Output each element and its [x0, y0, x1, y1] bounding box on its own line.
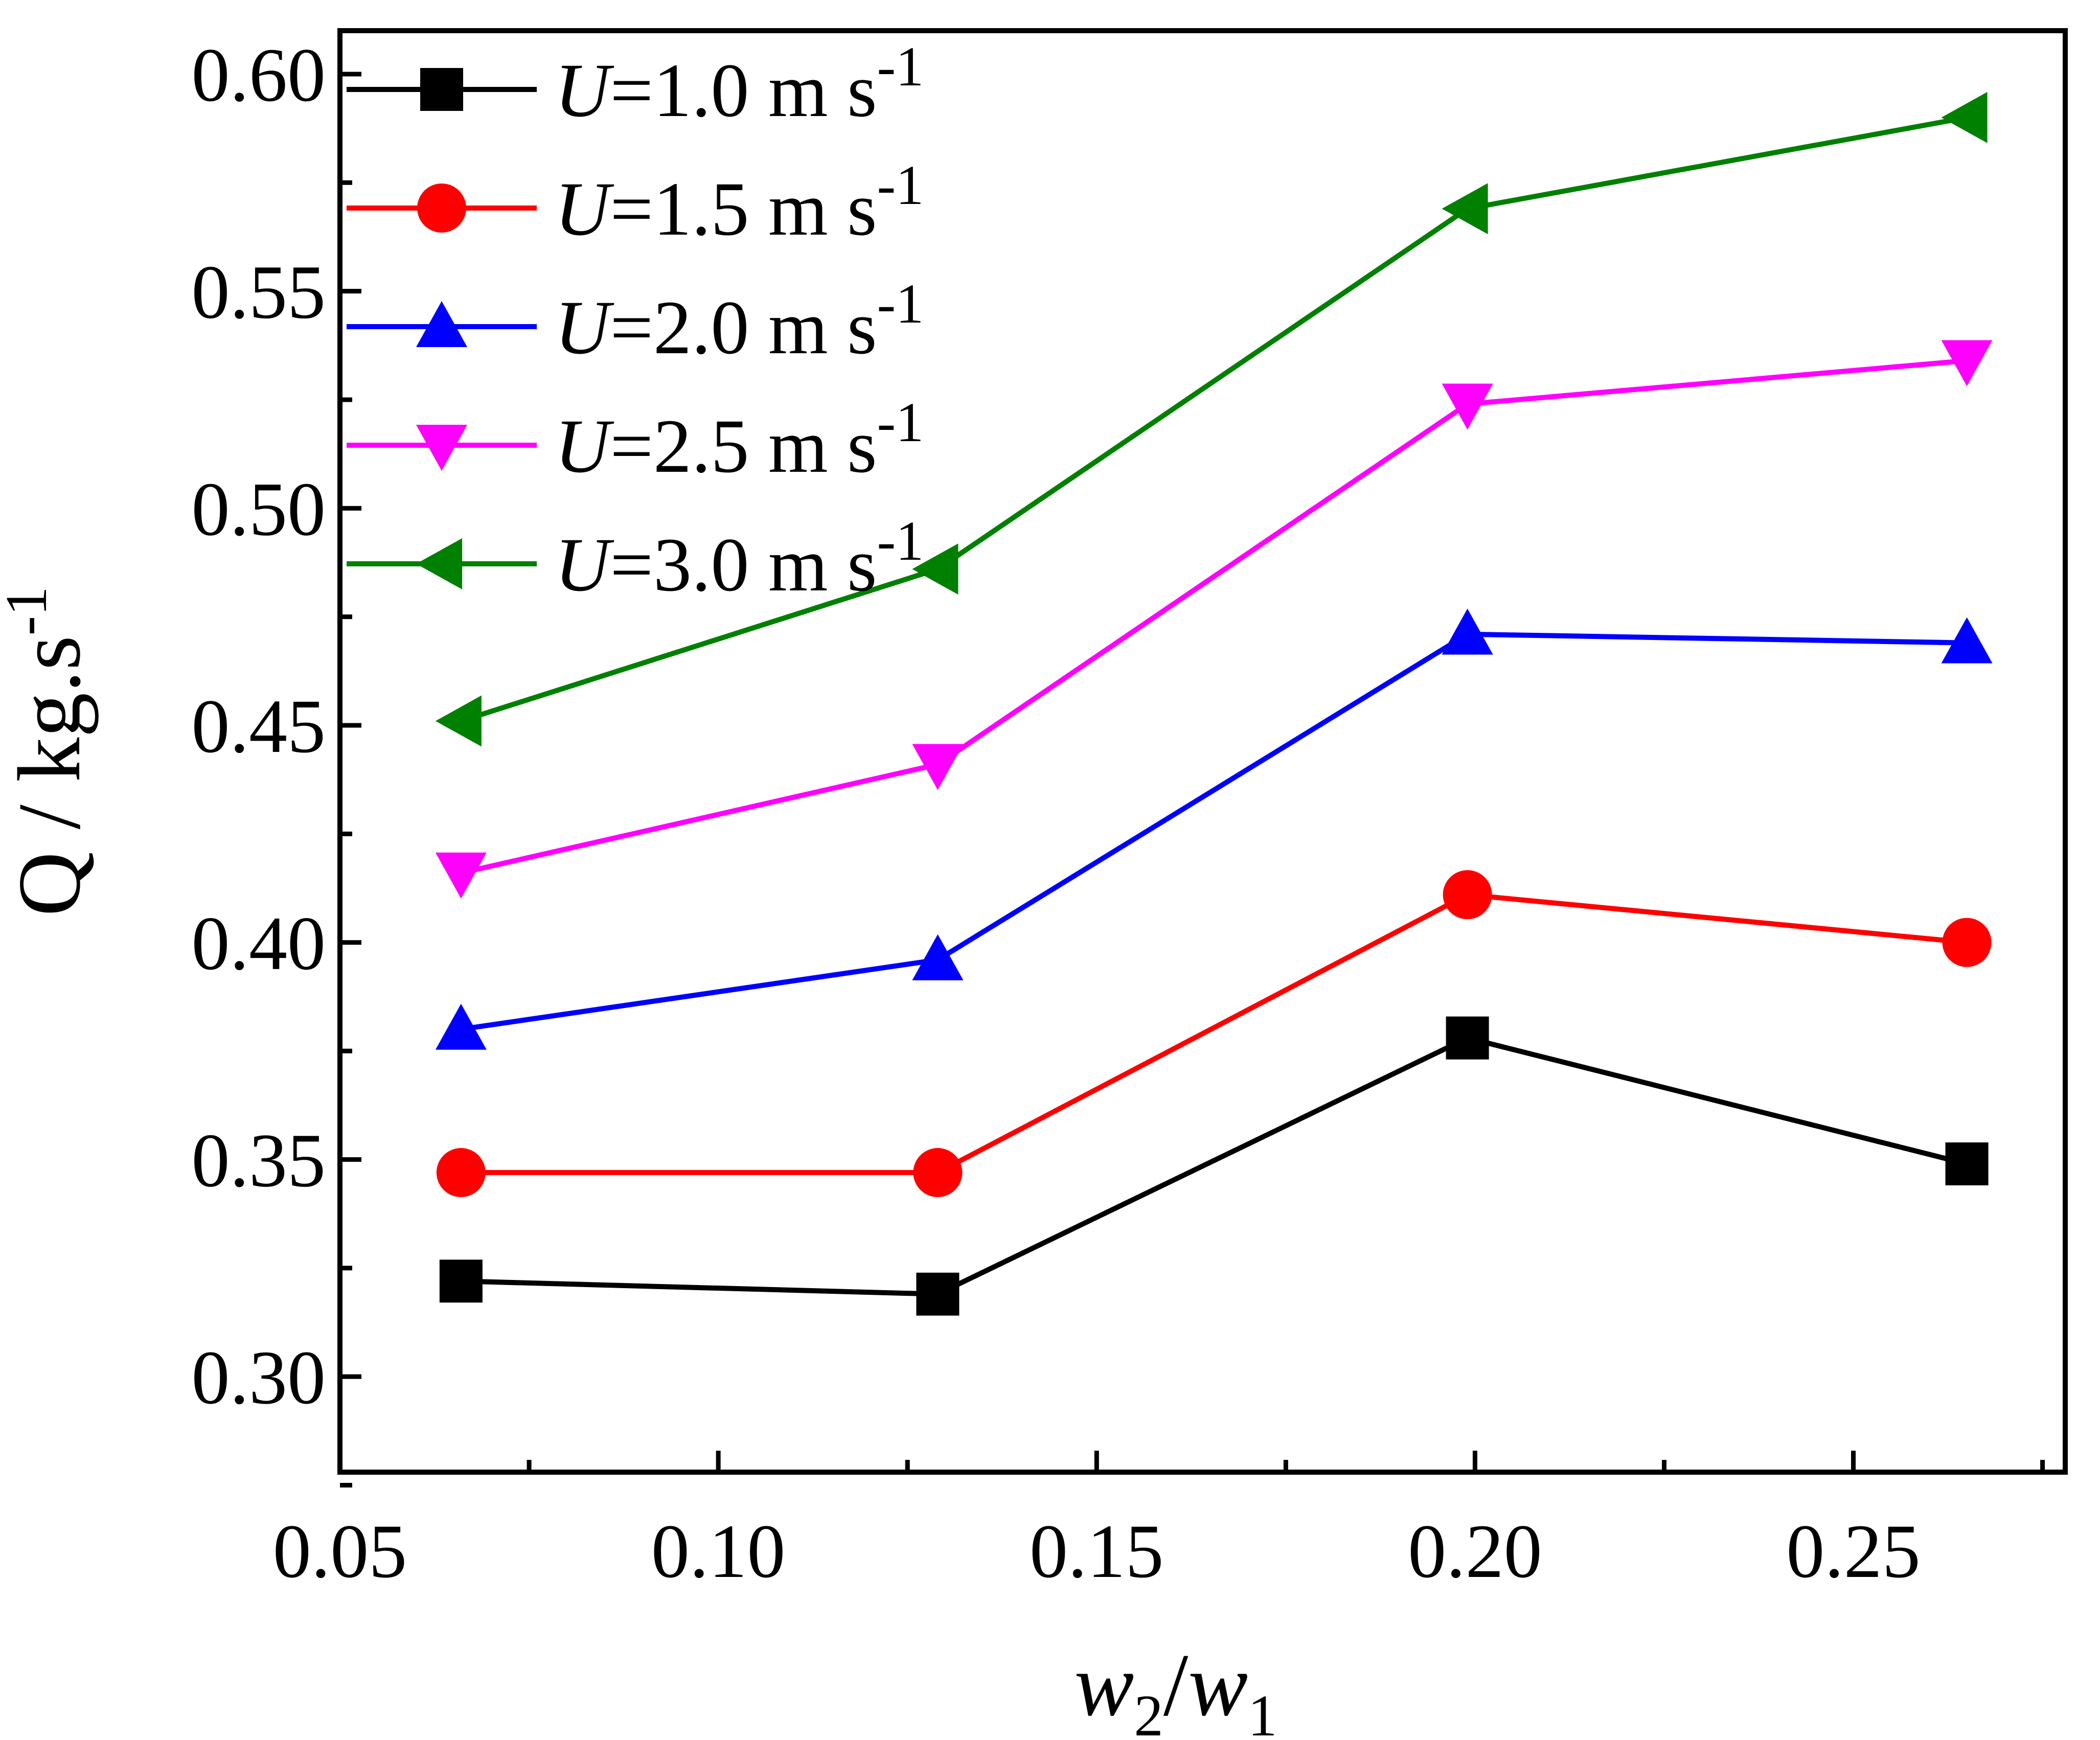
- y-tick-label: 0.40: [192, 901, 326, 986]
- series-1: [439, 1016, 1989, 1316]
- series-line: [461, 631, 1967, 1032]
- x-tick-label: 0.20: [1408, 1509, 1542, 1594]
- x-tick-label: 0.25: [1786, 1509, 1921, 1594]
- data-point: [1941, 91, 1988, 143]
- plot-frame: [337, 28, 2068, 1475]
- y-axis-label: Q / kg.s-1: [0, 586, 99, 916]
- data-point: [1443, 870, 1492, 920]
- data-point: [1442, 383, 1493, 430]
- x-tick-label: 0.15: [1030, 1509, 1164, 1594]
- data-point: [912, 543, 958, 595]
- legend-swatch-marker: [416, 538, 462, 589]
- series-layer: [435, 91, 1993, 1316]
- y-tick-label: 0.30: [192, 1335, 326, 1420]
- y-tick-label: 0.60: [192, 33, 326, 118]
- x-tick-label: 0.05: [273, 1509, 407, 1594]
- data-point: [1941, 617, 1993, 663]
- x-tick-label: 0.10: [651, 1509, 786, 1594]
- data-point: [1941, 340, 1993, 386]
- legend-swatch-marker: [417, 184, 466, 233]
- data-point: [1945, 1142, 1989, 1185]
- data-point: [913, 1148, 963, 1197]
- series-4: [435, 340, 1993, 899]
- series-line: [460, 358, 1968, 876]
- legend-item: U=2.5 m s-1: [347, 391, 924, 489]
- data-point: [435, 852, 487, 899]
- legend: U=1.0 m s-1 U=1.5 m s-1 U=2.0 m s-1 U=2.5 m…: [347, 35, 924, 607]
- legend-label: U=3.0 m s-1: [555, 510, 924, 607]
- y-tick-label: 0.35: [192, 1118, 326, 1203]
- y-tick-label: 0.55: [192, 250, 326, 335]
- y-tick-label: 0.45: [192, 684, 326, 769]
- legend-swatch-marker: [416, 425, 467, 471]
- data-point: [435, 695, 482, 747]
- data-point: [439, 1260, 483, 1303]
- series-3: [435, 608, 1993, 1050]
- x-axis-label: w2/w1: [1074, 1635, 1277, 1740]
- data-point: [916, 1272, 960, 1316]
- legend-item: U=3.0 m s-1: [347, 510, 924, 607]
- legend-item: U=1.5 m s-1: [347, 154, 924, 251]
- data-point: [1442, 183, 1488, 235]
- legend-swatch-marker: [420, 68, 463, 111]
- legend-label: U=2.0 m s-1: [555, 272, 924, 370]
- legend-swatch-marker: [416, 301, 467, 347]
- ticks-layer: 0.30 0.35 0.40 0.45 0.50 0.55 0.60 0.05 0.10 0.15…: [192, 33, 2045, 1594]
- series-5: [435, 91, 1988, 747]
- data-point: [912, 934, 964, 980]
- legend-item: U=1.0 m s-1: [347, 35, 924, 133]
- series-line: [461, 1035, 1968, 1297]
- legend-label: U=1.0 m s-1: [555, 35, 924, 133]
- data-point: [436, 1148, 486, 1197]
- y-tick-label: 0.50: [192, 467, 326, 552]
- data-point: [1442, 608, 1493, 655]
- data-point: [435, 1003, 487, 1050]
- series-2: [436, 870, 1992, 1197]
- series-line: [461, 892, 1968, 1175]
- data-point: [912, 744, 964, 790]
- data-point: [1942, 918, 1992, 967]
- series-line: [460, 115, 1968, 724]
- legend-label: U=1.5 m s-1: [555, 154, 924, 251]
- data-point: [1446, 1016, 1489, 1060]
- legend-item: U=2.0 m s-1: [347, 272, 924, 370]
- legend-label: U=2.5 m s-1: [555, 391, 924, 489]
